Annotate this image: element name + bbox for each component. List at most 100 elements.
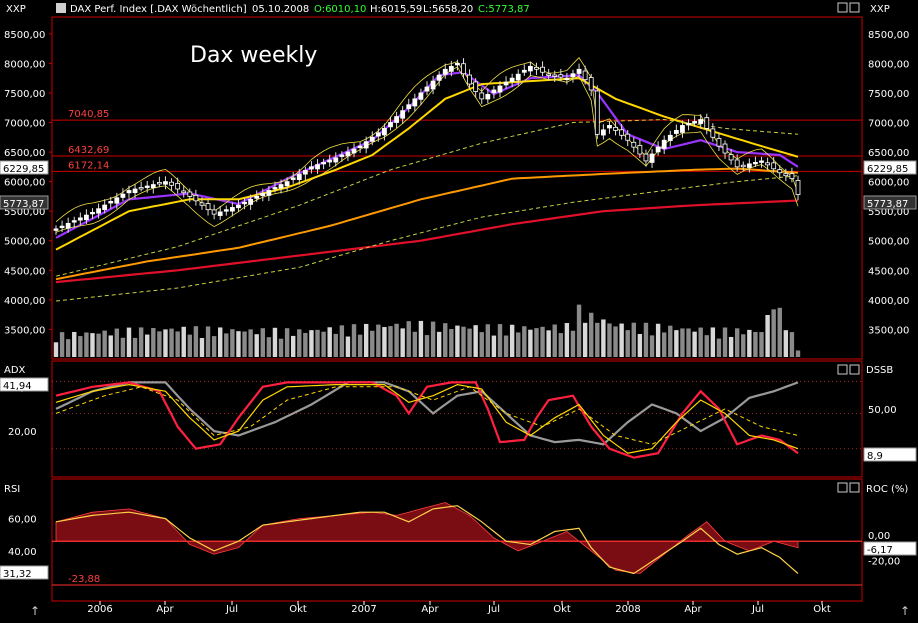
candle-body[interactable] — [388, 122, 393, 128]
candle-body[interactable] — [600, 129, 606, 136]
candle-body[interactable] — [649, 153, 655, 163]
candle-body[interactable] — [181, 190, 187, 194]
candle-body[interactable] — [418, 92, 424, 100]
candle-body[interactable] — [65, 222, 71, 229]
candle-body[interactable] — [455, 62, 460, 66]
candle-body[interactable] — [375, 132, 381, 137]
candle-body[interactable] — [527, 65, 533, 72]
adx-close-icon[interactable] — [849, 364, 860, 375]
window-buttons-top[interactable] — [837, 2, 860, 13]
candle-body[interactable] — [673, 129, 679, 134]
candle-body[interactable] — [704, 117, 710, 129]
candle-body[interactable] — [728, 154, 734, 161]
candle-body[interactable] — [607, 125, 612, 129]
candle-body[interactable] — [156, 182, 162, 185]
candle-body[interactable] — [71, 220, 77, 223]
adx-pane[interactable] — [52, 380, 862, 459]
candle-body[interactable] — [698, 119, 704, 124]
candle-body[interactable] — [625, 133, 631, 141]
candle-body[interactable] — [759, 160, 764, 163]
candle-body[interactable] — [667, 134, 673, 142]
candle-body[interactable] — [594, 90, 600, 135]
candle-body[interactable] — [412, 98, 418, 107]
candle-body[interactable] — [260, 193, 266, 197]
candle-body[interactable] — [102, 204, 108, 211]
candle-body[interactable] — [740, 164, 746, 168]
candle-body[interactable] — [369, 136, 375, 142]
candle-body[interactable] — [424, 86, 430, 92]
candle-body[interactable] — [266, 190, 272, 196]
rsi-minimize-icon[interactable] — [837, 482, 848, 493]
candle-body[interactable] — [339, 154, 345, 157]
candle-body[interactable] — [558, 74, 564, 78]
candle-body[interactable] — [217, 211, 223, 216]
candle-body[interactable] — [132, 188, 138, 194]
candle-body[interactable] — [570, 73, 576, 78]
window-buttons-rsi[interactable] — [837, 482, 860, 493]
candle-body[interactable] — [467, 74, 472, 85]
candle-body[interactable] — [77, 217, 83, 221]
candle-body[interactable] — [716, 138, 722, 147]
candle-body[interactable] — [278, 184, 284, 189]
candle-body[interactable] — [90, 211, 95, 215]
candle-body[interactable] — [229, 207, 235, 212]
candle-body[interactable] — [491, 89, 497, 94]
candle-body[interactable] — [503, 81, 509, 86]
candle-body[interactable] — [546, 73, 552, 76]
candle-body[interactable] — [783, 173, 789, 177]
candle-body[interactable] — [485, 94, 491, 100]
candle-body[interactable] — [351, 148, 357, 154]
candle-body[interactable] — [753, 161, 758, 165]
candle-body[interactable] — [619, 129, 625, 136]
candle-body[interactable] — [734, 159, 740, 168]
candle-body[interactable] — [631, 141, 637, 148]
candle-body[interactable] — [333, 157, 339, 163]
candle-body[interactable] — [534, 66, 539, 70]
candle-body[interactable] — [479, 92, 485, 100]
candle-body[interactable] — [588, 77, 594, 91]
candle-body[interactable] — [771, 162, 777, 170]
scroll-left-arrow-icon[interactable]: ↑ — [30, 604, 40, 618]
adx-minimize-icon[interactable] — [837, 364, 848, 375]
candle-body[interactable] — [211, 209, 217, 215]
candle-body[interactable] — [223, 209, 229, 212]
candle-body[interactable] — [448, 65, 454, 72]
candle-body[interactable] — [430, 80, 436, 90]
candle-body[interactable] — [722, 143, 728, 154]
rsi-pane[interactable]: -23,88 — [52, 502, 862, 586]
candle-body[interactable] — [436, 74, 442, 81]
candle-body[interactable] — [363, 141, 369, 149]
candle-body[interactable] — [199, 202, 205, 206]
candle-body[interactable] — [163, 181, 168, 185]
close-pane-icon[interactable] — [849, 2, 860, 13]
candle-body[interactable] — [382, 128, 387, 136]
scroll-right-arrow-icon[interactable]: ↑ — [900, 604, 910, 618]
candle-body[interactable] — [138, 187, 144, 190]
candle-body[interactable] — [540, 66, 545, 73]
candle-body[interactable] — [150, 184, 156, 189]
candle-body[interactable] — [637, 145, 643, 155]
candle-body[interactable] — [473, 81, 479, 92]
candle-body[interactable] — [461, 63, 466, 75]
candle-body[interactable] — [552, 74, 558, 77]
candle-body[interactable] — [564, 77, 570, 81]
candle-body[interactable] — [710, 128, 716, 138]
candle-body[interactable] — [315, 164, 320, 170]
candle-body[interactable] — [400, 110, 406, 119]
price-pane[interactable]: 7040,85 6432,69 6172,14 — [52, 57, 862, 357]
candle-body[interactable] — [193, 194, 199, 202]
candle-body[interactable] — [175, 182, 181, 190]
candle-body[interactable] — [582, 70, 588, 81]
candle-body[interactable] — [497, 85, 503, 93]
candle-body[interactable] — [53, 228, 59, 231]
candle-body[interactable] — [144, 185, 150, 188]
candle-body[interactable] — [96, 208, 101, 214]
minimize-pane-icon[interactable] — [837, 2, 848, 13]
candle-body[interactable] — [254, 195, 260, 199]
candle-body[interactable] — [515, 73, 521, 81]
candle-body[interactable] — [795, 180, 801, 196]
candle-body[interactable] — [442, 68, 448, 75]
candle-body[interactable] — [309, 166, 314, 170]
candle-body[interactable] — [120, 193, 126, 198]
candle-body[interactable] — [680, 125, 685, 133]
